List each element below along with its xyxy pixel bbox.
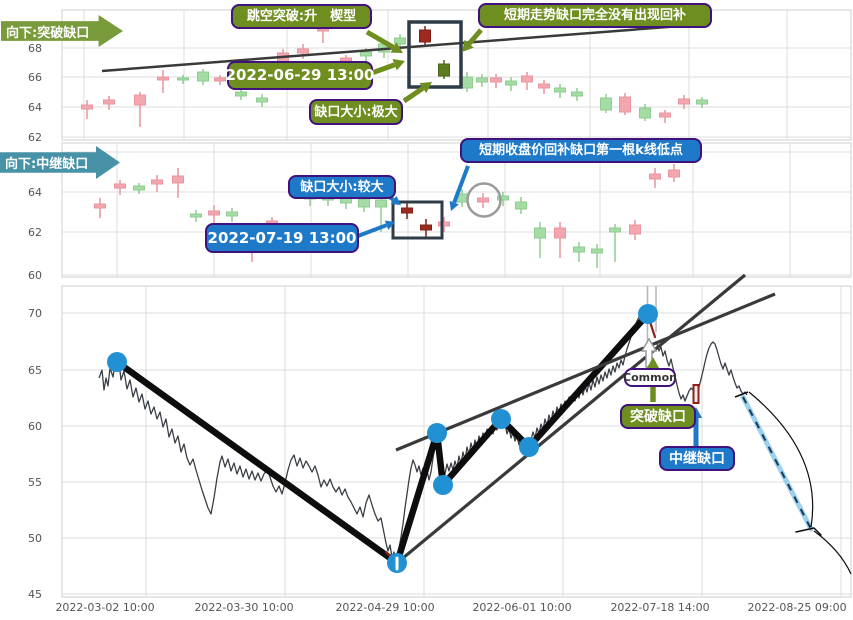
svg-text:2022-04-29 10:00: 2022-04-29 10:00 (335, 601, 434, 614)
svg-text:2022-07-18 14:00: 2022-07-18 14:00 (610, 601, 709, 614)
svg-text:60: 60 (28, 269, 42, 282)
svg-text:70: 70 (28, 307, 42, 320)
svg-text:55: 55 (28, 476, 42, 489)
svg-text:65: 65 (28, 364, 42, 377)
svg-text:2022-03-02 10:00: 2022-03-02 10:00 (55, 601, 154, 614)
svg-text:50: 50 (28, 532, 42, 545)
svg-text:62: 62 (28, 226, 42, 239)
svg-text:64: 64 (28, 101, 42, 114)
svg-text:2022-08-25 09:00: 2022-08-25 09:00 (747, 601, 846, 614)
svg-text:45: 45 (28, 588, 42, 601)
svg-text:60: 60 (28, 420, 42, 433)
svg-text:2022-06-01 10:00: 2022-06-01 10:00 (472, 601, 571, 614)
svg-text:64: 64 (28, 186, 42, 199)
svg-text:68: 68 (28, 42, 42, 55)
svg-text:66: 66 (28, 71, 42, 84)
svg-text:2022-03-30 10:00: 2022-03-30 10:00 (194, 601, 293, 614)
svg-text:62: 62 (28, 131, 42, 144)
